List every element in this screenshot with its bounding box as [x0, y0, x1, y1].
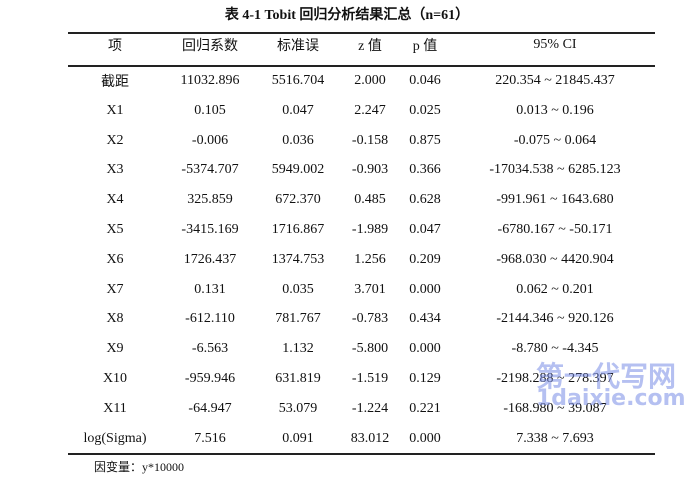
header-cell: 回归系数 — [182, 39, 238, 54]
cell: 0.434 — [409, 311, 441, 327]
cell: 53.079 — [278, 400, 318, 416]
cell: -6.563 — [191, 341, 229, 357]
cell: -5.800 — [351, 341, 389, 357]
cell: 7.516 — [194, 430, 226, 446]
cell: 1726.437 — [183, 251, 237, 267]
cell: X6 — [106, 251, 124, 267]
cell: 11032.896 — [180, 73, 240, 88]
note: 因变量：y*10000 — [94, 460, 185, 474]
cell: -959.946 — [184, 371, 236, 386]
cell: -2144.346 ~ 920.126 — [496, 311, 614, 327]
cell: -0.006 — [191, 132, 229, 148]
cell: 0.025 — [409, 102, 441, 118]
cell: 2.000 — [354, 73, 386, 88]
cell: -3415.169 — [181, 222, 239, 237]
cell: -0.903 — [351, 162, 389, 178]
cell: 0.047 — [409, 222, 441, 237]
cell: -968.030 ~ 4420.904 — [496, 251, 614, 267]
cell: -612.110 — [185, 311, 235, 327]
cell: X11 — [103, 400, 127, 416]
cell: 0.000 — [409, 281, 441, 297]
header-rule — [68, 65, 655, 67]
cell: X2 — [106, 132, 124, 148]
cell: X7 — [106, 281, 124, 297]
cell: -6780.167 ~ -50.171 — [497, 222, 613, 237]
cell: 1.132 — [282, 341, 314, 357]
cell: X4 — [106, 192, 124, 208]
cell: 0.209 — [409, 251, 441, 267]
cell: 781.767 — [275, 311, 321, 327]
header-cell: 项 — [108, 39, 122, 54]
cell: log(Sigma) — [83, 430, 147, 446]
cell: X9 — [106, 341, 124, 357]
cell: 0.628 — [409, 192, 441, 208]
cell: X10 — [102, 371, 128, 386]
cell: 0.047 — [282, 102, 314, 118]
cell: 2.247 — [354, 102, 386, 118]
cell: -0.158 — [351, 132, 389, 148]
bottom-rule — [68, 453, 655, 455]
cell: 0.046 — [409, 73, 441, 88]
cell: -0.075 ~ 0.064 — [513, 132, 597, 148]
header-cell: z 值 — [358, 39, 382, 54]
cell: 83.012 — [350, 430, 390, 446]
cell: -1.519 — [351, 371, 389, 386]
cell: X8 — [106, 311, 124, 327]
cell: 5949.002 — [271, 162, 325, 178]
cell: -1.989 — [351, 222, 389, 237]
cell: 0.366 — [409, 162, 441, 178]
cell: X5 — [106, 222, 124, 237]
cell: 0.036 — [282, 132, 314, 148]
cell: -17034.538 ~ 6285.123 — [489, 162, 621, 178]
cell: 0.000 — [409, 430, 441, 446]
cell: 1374.753 — [271, 251, 325, 267]
cell: 0.221 — [409, 400, 441, 416]
cell: 3.701 — [354, 281, 386, 297]
cell: 220.354 ~ 21845.437 — [495, 73, 615, 88]
cell: X3 — [106, 162, 124, 178]
cell: -991.961 ~ 1643.680 — [496, 192, 614, 208]
cell: X1 — [106, 102, 124, 118]
cell: 0.105 — [194, 102, 226, 118]
cell: -2198.288 ~ 278.397 — [496, 371, 614, 386]
cell: 672.370 — [275, 192, 321, 208]
cell: 0.062 ~ 0.201 — [516, 281, 594, 297]
cell: 截距 — [101, 75, 129, 90]
cell: -8.780 ~ -4.345 — [511, 341, 599, 357]
table-title: 表 4-1 Tobit 回归分析结果汇总（n=61） — [224, 8, 470, 23]
cell: 0.035 — [282, 281, 314, 297]
cell: -1.224 — [351, 400, 389, 416]
cell: 631.819 — [275, 371, 321, 386]
cell: 0.129 — [409, 371, 441, 386]
cell: 0.091 — [282, 430, 314, 446]
cell: -168.980 ~ 39.087 — [503, 400, 607, 416]
top-rule — [68, 32, 655, 34]
cell: 1716.867 — [271, 222, 325, 237]
watermark-url: 1daixie.com — [536, 386, 686, 411]
cell: 0.485 — [354, 192, 386, 208]
cell: 0.013 ~ 0.196 — [516, 102, 594, 118]
header-cell: p 值 — [412, 39, 438, 54]
cell: -5374.707 — [181, 162, 239, 178]
cell: 325.859 — [187, 192, 233, 208]
cell: 0.875 — [409, 132, 441, 148]
watermark-name: 第一代写网 — [536, 360, 677, 393]
cell: -0.783 — [351, 311, 389, 327]
cell: 0.000 — [409, 341, 441, 357]
cell: 1.256 — [354, 251, 386, 267]
cell: 7.338 ~ 7.693 — [516, 430, 594, 446]
cell: -64.947 — [188, 400, 232, 416]
cell: 5516.704 — [271, 73, 325, 88]
cell: 0.131 — [194, 281, 226, 297]
header-cell: 标准误 — [277, 39, 319, 54]
header-cell: 95% CI — [533, 37, 577, 52]
